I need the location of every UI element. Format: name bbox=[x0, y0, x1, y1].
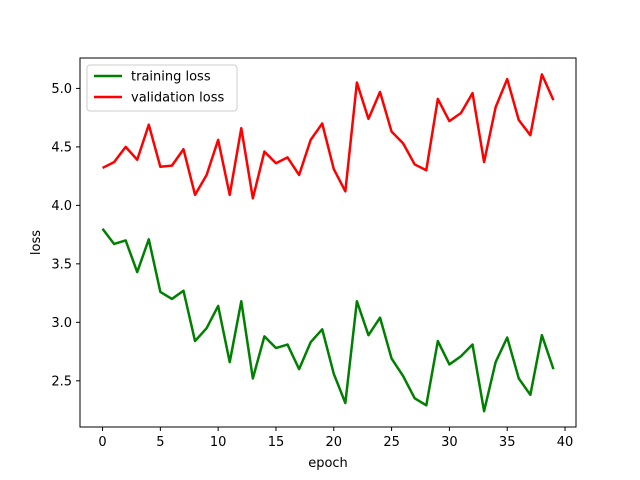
y-tick-label: 3.0 bbox=[51, 316, 72, 331]
legend-label-validation-loss: validation loss bbox=[131, 91, 224, 106]
x-tick-label: 30 bbox=[441, 435, 458, 450]
x-tick-label: 15 bbox=[268, 435, 285, 450]
series-layer bbox=[101, 73, 555, 413]
x-tick-label: 25 bbox=[383, 435, 400, 450]
series-line-training-loss bbox=[101, 228, 555, 413]
y-axis-label: loss bbox=[29, 230, 44, 255]
y-tick-label: 3.5 bbox=[51, 257, 72, 272]
y-tick-label: 4.5 bbox=[51, 140, 72, 155]
legend-label-training-loss: training loss bbox=[131, 70, 211, 85]
plot-area bbox=[80, 58, 576, 427]
y-axis: 2.5 3.0 3.5 4.0 4.5 5.0 bbox=[51, 82, 80, 389]
x-axis: 0 5 10 15 20 25 30 35 40 bbox=[98, 427, 573, 450]
x-tick-label: 10 bbox=[210, 435, 227, 450]
x-tick-label: 0 bbox=[98, 435, 106, 450]
x-tick-label: 40 bbox=[557, 435, 574, 450]
y-tick-label: 2.5 bbox=[51, 374, 72, 389]
y-tick-label: 5.0 bbox=[51, 82, 72, 97]
x-tick-label: 20 bbox=[326, 435, 343, 450]
x-tick-label: 5 bbox=[156, 435, 164, 450]
legend-box bbox=[86, 64, 238, 112]
series-line-validation-loss bbox=[101, 73, 555, 200]
x-axis-label: epoch bbox=[308, 456, 348, 471]
legend: training loss validation loss bbox=[86, 64, 238, 112]
x-tick-label: 35 bbox=[499, 435, 516, 450]
plot-frame bbox=[79, 57, 577, 428]
y-tick-label: 4.0 bbox=[51, 199, 72, 214]
